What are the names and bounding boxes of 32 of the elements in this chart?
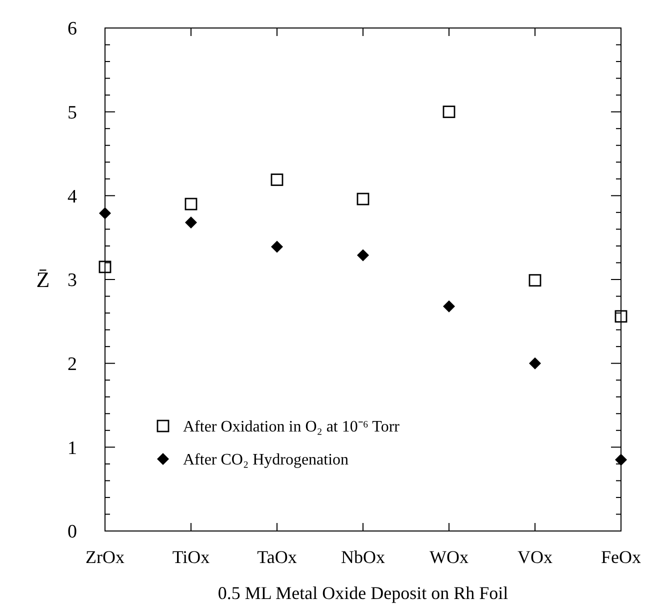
x-tick-label: WOx xyxy=(430,547,468,567)
x-tick-label: TaOx xyxy=(257,547,297,567)
point xyxy=(443,300,455,312)
x-tick-label: TiOx xyxy=(172,547,210,567)
x-tick-label: ZrOx xyxy=(86,547,124,567)
legend-label: After Oxidation in O₂ at 10⁻⁶ Torr xyxy=(183,418,400,436)
point xyxy=(185,216,197,228)
y-axis-title: Z̄ xyxy=(36,267,50,292)
point xyxy=(184,198,198,210)
y-tick-label: 2 xyxy=(68,354,77,375)
y-tick-label: 5 xyxy=(68,102,77,124)
point xyxy=(270,174,284,186)
point xyxy=(529,357,541,370)
point xyxy=(356,192,370,206)
point xyxy=(98,260,112,274)
point xyxy=(615,454,627,466)
y-tick-label: 3 xyxy=(68,270,77,292)
point xyxy=(357,249,369,262)
y-tick-label: 4 xyxy=(68,186,78,208)
y-tick-label: 6 xyxy=(68,18,77,40)
point xyxy=(442,106,456,118)
y-tick-label: 0 xyxy=(68,522,77,543)
legend-label: After CO₂ Hydrogenation xyxy=(183,452,349,469)
point xyxy=(528,274,542,287)
x-tick-label: VOx xyxy=(518,547,552,567)
point xyxy=(614,310,628,323)
point xyxy=(271,240,283,253)
x-axis-title: 0.5 ML Metal Oxide Deposit on Rh Foil xyxy=(218,583,508,603)
x-tick-label: FeOx xyxy=(601,547,641,567)
point xyxy=(99,207,111,220)
y-tick-label: 1 xyxy=(68,438,77,459)
x-tick-label: NbOx xyxy=(341,547,385,567)
